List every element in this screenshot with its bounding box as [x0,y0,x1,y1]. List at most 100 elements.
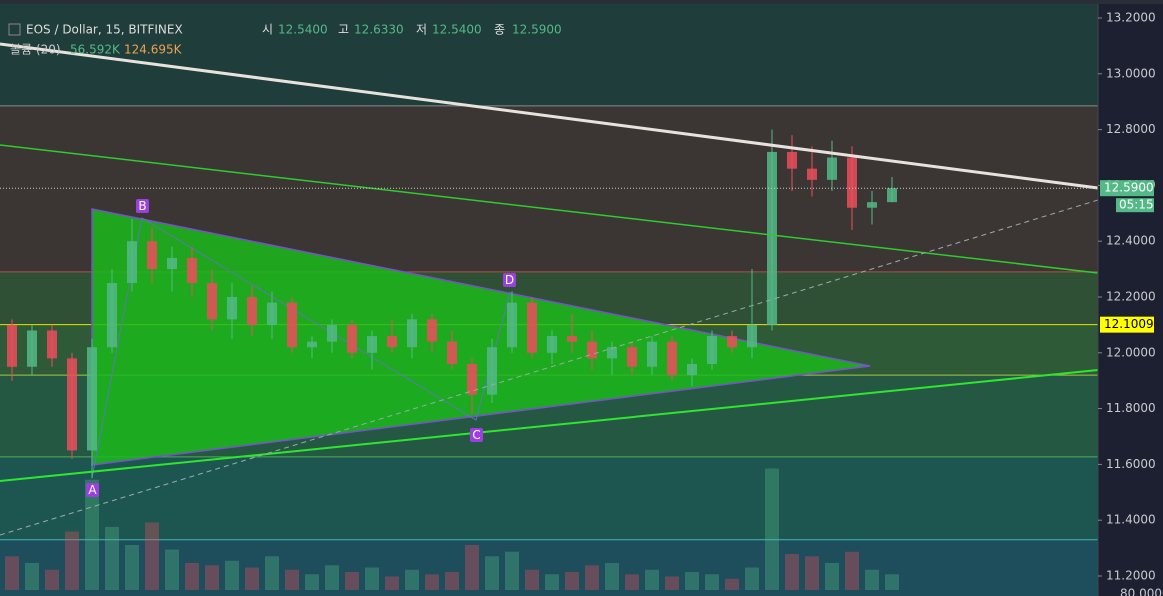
volume-bar [445,572,459,590]
volume-bar [845,551,859,590]
trendline [0,369,1099,482]
price-axis [1098,0,1163,596]
candle-body [387,336,397,348]
volume-value: 56.592K [70,43,121,57]
candle-body [47,330,57,359]
volume-bar [385,576,399,590]
volume-bar [165,549,179,590]
candle-body [187,257,197,284]
y-tick-label: 13.2000 [1106,11,1156,25]
candle-body [467,363,477,395]
volume-bar [545,574,559,590]
candles [7,129,897,479]
volume-bar [725,578,739,590]
candle-body [127,241,137,284]
volume-bar [245,567,259,590]
candle-body [147,241,157,270]
candle-body [707,336,717,364]
candle-body [327,324,337,342]
candle-body [307,341,317,348]
volume-bar [305,574,319,590]
point-label: C [472,428,480,442]
countdown-badge [1116,198,1154,213]
volume-bar [25,563,39,590]
y-tick-label: 12.8000 [1106,122,1156,136]
candle-body [167,257,177,270]
volume-bar [45,569,59,590]
point-label: B [138,199,146,213]
volume-bar [825,563,839,590]
candle-body [87,347,97,451]
candle-body [7,324,17,367]
trendline [0,199,1099,536]
volume-bar [505,551,519,590]
volume-label: 볼륨 (20) [10,43,61,57]
candle-body [587,341,597,359]
last-price: 12.5900 [1104,181,1154,195]
y-tick-label: 12.4000 [1106,234,1156,248]
ohlc-label: 종 [494,23,505,37]
candle-body [887,188,897,203]
point-box [136,199,149,213]
volume [5,468,899,590]
volume-bar [325,565,339,590]
last-price-badge [1100,180,1154,197]
volume-bar [785,554,799,590]
volume-bar [65,531,79,590]
volume-bar [5,556,19,590]
level-price: 12.1009 [1104,317,1154,331]
trendline [0,42,1099,190]
candle-body [407,319,417,348]
volume-bar [665,576,679,590]
candle-body [27,330,37,367]
volume-bar [585,565,599,590]
candle-body [207,283,217,320]
header: EOS / Dollar, 15, BITFINEX 시 12.5400 고 1… [8,23,562,57]
point-label: D [505,273,514,287]
candle-body [527,302,537,353]
y-tick-label: 11.2000 [1106,569,1156,583]
volume-bar [565,572,579,590]
candle-body [667,341,677,376]
candle-body [567,336,577,342]
candle-body [547,336,557,353]
volume-bar [285,569,299,590]
ohlc-value: 12.6330 [354,23,404,37]
point-labels: A B C D [86,199,516,497]
triangle [91,208,871,466]
ohlc-value: 12.5900 [512,23,562,37]
candle-body [727,336,737,348]
candle-body [107,283,117,348]
candle-body [367,336,377,353]
volume-bar [805,556,819,590]
candle-body [67,358,77,451]
ohlc-label: 저 [416,23,427,37]
y-tick-label: 11.4000 [1106,513,1156,527]
volume-bar [85,479,99,590]
point-box [503,273,516,287]
point-box [86,483,99,497]
volume-bar [865,569,879,590]
y-tick-label: 11.6000 [1106,457,1156,471]
candle-body [867,202,877,208]
volume-bar [765,468,779,590]
ohlc-value: 12.5400 [278,23,328,37]
candle-body [287,302,297,348]
candle-body [747,324,757,348]
volume-bar [125,545,139,590]
candle-body [827,157,837,180]
volume-bar [465,545,479,590]
candle-body [627,347,637,367]
y-tick-label: 12.0000 [1106,345,1156,359]
candle-body [687,363,697,376]
candle-body [847,157,857,208]
y-tick-label: 11.8000 [1106,401,1156,415]
y-tick-label: 13.0000 [1106,66,1156,80]
axis-labels: 11.2000 11.4000 11.6000 11.8000 12.0000 12.20… [0,11,1163,596]
volume-bar [265,556,279,590]
candle-body [247,297,257,325]
volume-bar [525,569,539,590]
volume-bar [345,572,359,590]
volume-bar [205,565,219,590]
ohlc-label: 고 [338,23,349,37]
